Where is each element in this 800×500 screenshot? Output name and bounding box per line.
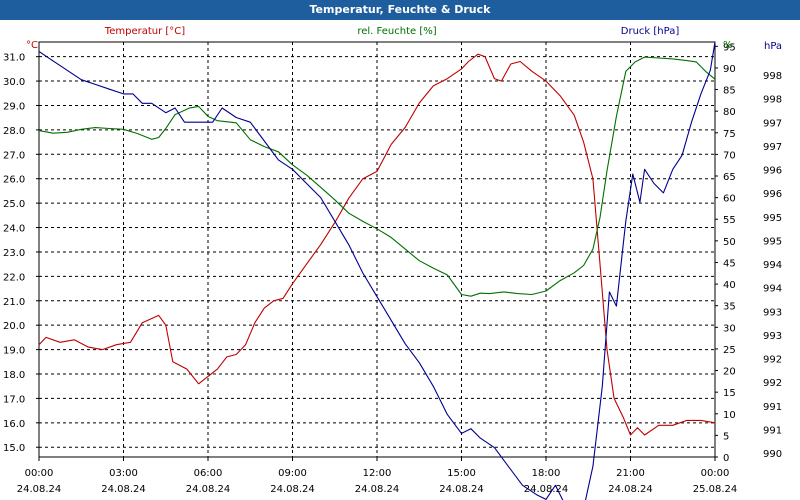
humidity-tick-label: 20 — [723, 367, 736, 378]
temperature-axis: 31.0 30.0 29.0 28.0 27.0 26.0 25.0 24.0 23.0 22.0… — [3, 53, 39, 454]
temperature-tick-label: 19.0 — [3, 346, 25, 357]
time-tick-label: 18:00 — [532, 468, 561, 479]
pressure-tick-label: 997 — [763, 142, 782, 153]
pressure-tick-label: 994 — [763, 260, 782, 271]
pressure-tick-label: 998 — [763, 95, 782, 106]
temperature-tick-label: 21.0 — [3, 297, 25, 308]
humidity-tick-label: 15 — [723, 388, 736, 399]
date-tick-label: 24.08.24 — [270, 484, 315, 495]
humidity-tick-label: 10 — [723, 410, 736, 421]
temperature-tick-label: 18.0 — [3, 370, 25, 381]
pressure-axis: 998 998 997 997 996 996 995 995 994 994 993 993 992 9… — [763, 71, 782, 460]
humidity-tick-label: 95 — [723, 42, 736, 53]
pressure-tick-label: 996 — [763, 166, 782, 177]
series-lines — [38, 41, 716, 500]
humidity-tick-label: 70 — [723, 150, 736, 161]
humidity-unit-label: % — [723, 40, 733, 51]
pressure-tick-label: 998 — [763, 71, 782, 82]
temperature-tick-label: 30.0 — [3, 77, 25, 88]
humidity-tick-label: 90 — [723, 64, 736, 75]
humidity-tick-label: 45 — [723, 258, 736, 269]
temperature-tick-label: 29.0 — [3, 101, 25, 112]
date-tick-label: 24.08.24 — [608, 484, 653, 495]
humidity-tick-label: 40 — [723, 280, 736, 291]
humidity-tick-label: 0 — [723, 453, 729, 464]
pressure-tick-label: 991 — [763, 402, 782, 413]
date-tick-label: 25.08.24 — [693, 484, 738, 495]
pressure-tick-label: 996 — [763, 189, 782, 200]
temperature-tick-label: 31.0 — [3, 53, 25, 64]
humidity-tick-label: 80 — [723, 107, 736, 118]
date-tick-label: 24.08.24 — [524, 484, 569, 495]
time-tick-label: 12:00 — [363, 468, 392, 479]
pressure-tick-label: 993 — [763, 307, 782, 318]
pressure-tick-label: 992 — [763, 378, 782, 389]
temperature-unit-label: °C — [26, 40, 38, 51]
chart-area: 31.0 30.0 29.0 28.0 27.0 26.0 25.0 24.0 23.0 22.0… — [0, 20, 800, 500]
temperature-tick-label: 15.0 — [3, 443, 25, 454]
pressure-tick-label: 997 — [763, 118, 782, 129]
pressure-tick-label: 990 — [763, 449, 782, 460]
date-tick-label: 24.08.24 — [17, 484, 62, 495]
date-tick-label: 24.08.24 — [101, 484, 146, 495]
axis-headers: °C% hPa Temperatur [°C] rel. Feuchte [%] Dru… — [26, 26, 782, 52]
temperature-tick-label: 28.0 — [3, 126, 25, 137]
humidity-tick-label: 60 — [723, 194, 736, 205]
time-tick-label: 03:00 — [109, 468, 138, 479]
time-tick-label: 06:00 — [194, 468, 223, 479]
temperature-tick-label: 27.0 — [3, 150, 25, 161]
time-tick-label: 00:00 — [25, 468, 54, 479]
humidity-line — [38, 56, 716, 297]
grid-lines — [39, 42, 715, 457]
humidity-series-label: rel. Feuchte [%] — [357, 26, 436, 37]
temperature-tick-label: 24.0 — [3, 224, 25, 235]
temperature-tick-label: 23.0 — [3, 248, 25, 259]
pressure-tick-label: 995 — [763, 236, 782, 247]
time-tick-label: 09:00 — [278, 468, 307, 479]
pressure-tick-label: 991 — [763, 425, 782, 436]
humidity-tick-label: 55 — [723, 215, 736, 226]
humidity-tick-label: 25 — [723, 345, 736, 356]
humidity-tick-label: 5 — [723, 431, 729, 442]
pressure-series-label: Druck [hPa] — [621, 26, 680, 37]
humidity-tick-label: 50 — [723, 237, 736, 248]
pressure-line — [38, 41, 716, 500]
time-axis: 00:00 24.08.24 03:00 24.08.24 06:00 24.08.24 0… — [17, 457, 738, 495]
date-tick-label: 24.08.24 — [439, 484, 484, 495]
time-tick-label: 15:00 — [447, 468, 476, 479]
pressure-unit-label: hPa — [764, 41, 782, 52]
pressure-tick-label: 995 — [763, 213, 782, 224]
date-tick-label: 24.08.24 — [355, 484, 400, 495]
chart-title: Temperatur, Feuchte & Druck — [0, 0, 800, 20]
humidity-tick-label: 35 — [723, 302, 736, 313]
time-tick-label: 21:00 — [616, 468, 645, 479]
humidity-tick-label: 30 — [723, 323, 736, 334]
temperature-line — [38, 53, 716, 436]
humidity-tick-label: 65 — [723, 172, 736, 183]
humidity-tick-label: 75 — [723, 129, 736, 140]
time-tick-label: 00:00 — [701, 468, 730, 479]
date-tick-label: 24.08.24 — [186, 484, 231, 495]
pressure-tick-label: 994 — [763, 284, 782, 295]
humidity-tick-label: 85 — [723, 86, 736, 97]
pressure-tick-label: 993 — [763, 331, 782, 342]
temperature-series-label: Temperatur [°C] — [104, 26, 185, 37]
temperature-tick-label: 26.0 — [3, 175, 25, 186]
temperature-tick-label: 22.0 — [3, 272, 25, 283]
temperature-tick-label: 16.0 — [3, 419, 25, 430]
temperature-tick-label: 20.0 — [3, 321, 25, 332]
temperature-tick-label: 17.0 — [3, 394, 25, 405]
temperature-tick-label: 25.0 — [3, 199, 25, 210]
pressure-tick-label: 992 — [763, 355, 782, 366]
